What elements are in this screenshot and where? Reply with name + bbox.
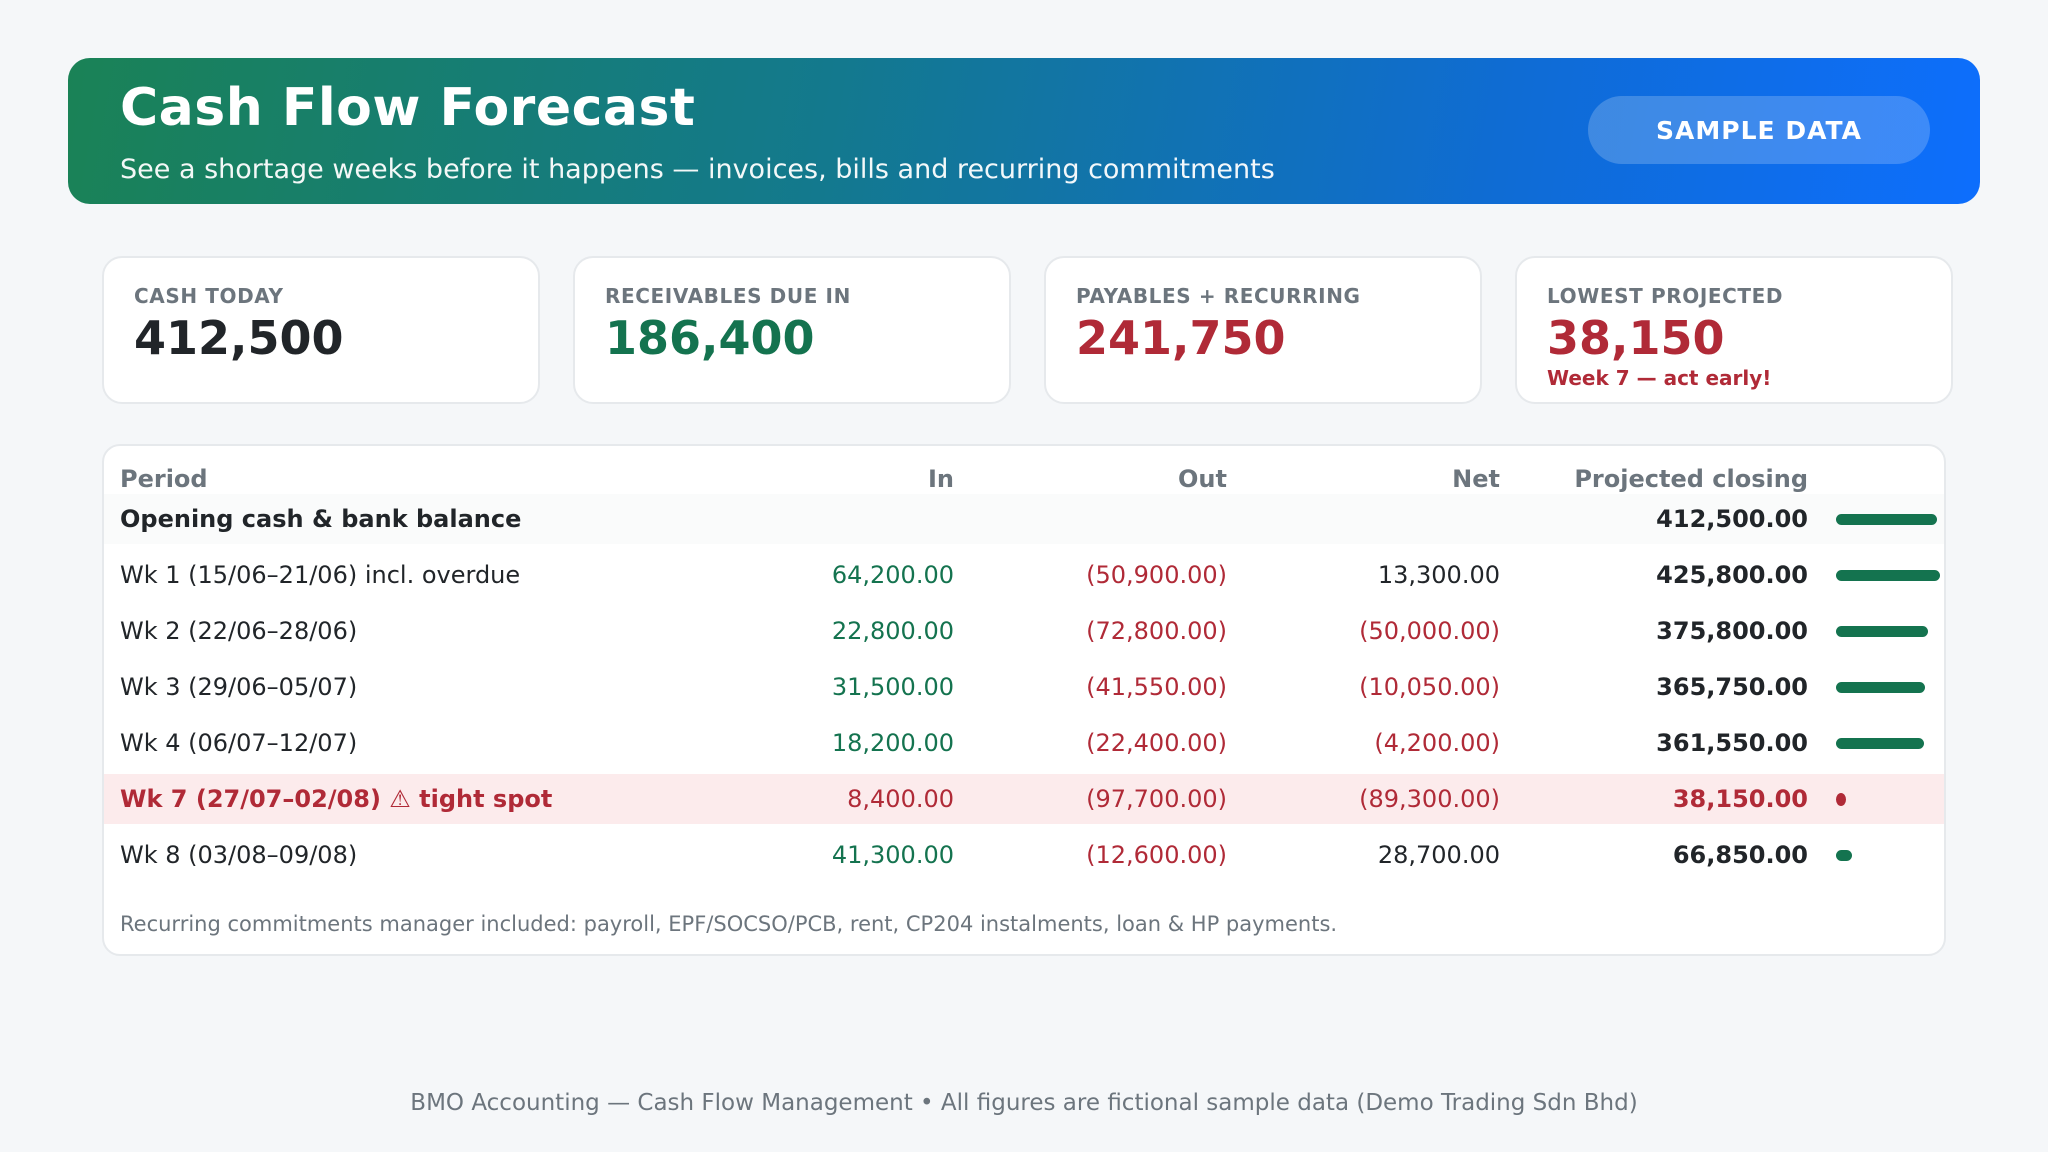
cell-projected-closing: 412,500.00 <box>1656 505 1808 533</box>
cell-out: (97,700.00) <box>1086 785 1227 813</box>
column-header-projected-closing: Projected closing <box>1574 465 1808 493</box>
column-header-period: Period <box>120 465 208 493</box>
closing-bar-cell <box>1836 494 1946 544</box>
cell-net: (89,300.00) <box>1359 785 1500 813</box>
table-row: Wk 2 (22/06–28/06) 22,800.00 (72,800.00) (5… <box>104 606 1944 656</box>
cell-out: (41,550.00) <box>1086 673 1227 701</box>
column-header-net: Net <box>1452 465 1500 493</box>
cell-projected-closing: 66,850.00 <box>1672 841 1808 869</box>
page-subtitle: See a shortage weeks before it happens —… <box>120 154 1275 185</box>
kpi-cards: CASH TODAY 412,500 RECEIVABLES DUE IN 18… <box>102 256 1953 404</box>
cell-projected-closing: 365,750.00 <box>1656 673 1808 701</box>
page-title: Cash Flow Forecast <box>120 78 696 138</box>
cell-in: 8,400.00 <box>847 785 954 813</box>
kpi-label: RECEIVABLES DUE IN <box>605 284 851 308</box>
closing-balance-bar <box>1836 513 1937 525</box>
cell-net: (4,200.00) <box>1374 729 1500 757</box>
kpi-cash-today: CASH TODAY 412,500 <box>102 256 540 404</box>
cell-projected-closing: 375,800.00 <box>1656 617 1808 645</box>
table-row: Wk 3 (29/06–05/07) 31,500.00 (41,550.00) (1… <box>104 662 1944 712</box>
cell-out: (72,800.00) <box>1086 617 1227 645</box>
table-header-row: Period In Out Net Projected closing <box>104 454 1944 504</box>
kpi-value: 241,750 <box>1076 311 1286 365</box>
page-footer: BMO Accounting — Cash Flow Management • … <box>410 1090 1638 1116</box>
cell-net: 28,700.00 <box>1377 841 1500 869</box>
kpi-value: 38,150 <box>1547 311 1725 365</box>
closing-bar-cell <box>1836 662 1946 712</box>
kpi-receivables: RECEIVABLES DUE IN 186,400 <box>573 256 1011 404</box>
closing-bar-cell <box>1836 830 1946 880</box>
table-row: Wk 1 (15/06–21/06) incl. overdue 64,200.0… <box>104 550 1944 600</box>
closing-balance-bar <box>1836 625 1928 637</box>
kpi-value: 186,400 <box>605 311 815 365</box>
page-header: Cash Flow Forecast See a shortage weeks … <box>68 58 1980 204</box>
kpi-label: LOWEST PROJECTED <box>1547 284 1784 308</box>
opening-balance-row: Opening cash & bank balance 412,500.00 <box>104 494 1944 544</box>
cell-projected-closing: 361,550.00 <box>1656 729 1808 757</box>
closing-balance-bar <box>1836 849 1852 861</box>
cell-period: Wk 4 (06/07–12/07) <box>120 729 358 757</box>
closing-balance-bar <box>1836 569 1940 581</box>
cell-projected-closing: 425,800.00 <box>1656 561 1808 589</box>
table-row: Wk 7 (27/07–02/08) ⚠ tight spot 8,400.00 (… <box>104 774 1944 824</box>
cell-out: (50,900.00) <box>1086 561 1227 589</box>
cell-period: Wk 8 (03/08–09/08) <box>120 841 358 869</box>
cell-period: Wk 1 (15/06–21/06) incl. overdue <box>120 561 521 589</box>
closing-bar-cell <box>1836 550 1946 600</box>
cell-period: Opening cash & bank balance <box>120 505 522 533</box>
cell-period: Wk 3 (29/06–05/07) <box>120 673 358 701</box>
cell-period: Wk 2 (22/06–28/06) <box>120 617 358 645</box>
cell-net: 13,300.00 <box>1377 561 1500 589</box>
table-row: Wk 8 (03/08–09/08) 41,300.00 (12,600.00) 28… <box>104 830 1944 880</box>
kpi-label: CASH TODAY <box>134 284 284 308</box>
cell-in: 41,300.00 <box>831 841 954 869</box>
closing-balance-bar <box>1836 792 1846 806</box>
sample-data-badge: SAMPLE DATA <box>1588 96 1930 164</box>
cell-in: 18,200.00 <box>831 729 954 757</box>
cell-out: (12,600.00) <box>1086 841 1227 869</box>
cell-period: Wk 7 (27/07–02/08) ⚠ tight spot <box>120 785 553 813</box>
closing-balance-bar <box>1836 681 1925 693</box>
kpi-value: 412,500 <box>134 311 344 365</box>
cell-out: (22,400.00) <box>1086 729 1227 757</box>
closing-bar-cell <box>1836 718 1946 768</box>
cell-net: (50,000.00) <box>1359 617 1500 645</box>
closing-bar-cell <box>1836 774 1946 824</box>
column-header-in: In <box>927 465 954 493</box>
cell-net: (10,050.00) <box>1359 673 1500 701</box>
table-row: Wk 4 (06/07–12/07) 18,200.00 (22,400.00) (4… <box>104 718 1944 768</box>
kpi-warning-note: Week 7 — act early! <box>1547 366 1772 391</box>
cell-in: 64,200.00 <box>831 561 954 589</box>
kpi-lowest-projected: LOWEST PROJECTED 38,150 Week 7 — act ear… <box>1515 256 1953 404</box>
closing-bar-cell <box>1836 606 1946 656</box>
cell-in: 31,500.00 <box>831 673 954 701</box>
closing-balance-bar <box>1836 737 1924 749</box>
kpi-payables: PAYABLES + RECURRING 241,750 <box>1044 256 1482 404</box>
kpi-label: PAYABLES + RECURRING <box>1076 284 1361 308</box>
forecast-table: Period In Out Net Projected closing Open… <box>102 444 1946 956</box>
cell-in: 22,800.00 <box>831 617 954 645</box>
cell-projected-closing: 38,150.00 <box>1672 785 1808 813</box>
column-header-out: Out <box>1178 465 1227 493</box>
table-footnote: Recurring commitments manager included: … <box>120 912 1338 936</box>
